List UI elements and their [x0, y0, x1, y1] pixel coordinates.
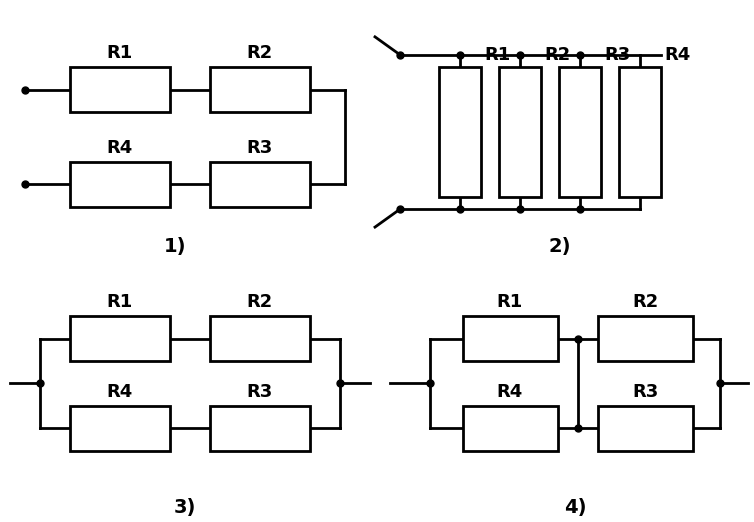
Bar: [619, 67, 661, 197]
Bar: [70, 162, 170, 207]
Text: R3: R3: [247, 383, 273, 401]
Text: R4: R4: [497, 383, 523, 401]
Text: 3): 3): [174, 498, 196, 517]
Text: 2): 2): [549, 237, 572, 256]
Text: R3: R3: [632, 383, 658, 401]
Bar: [462, 406, 557, 450]
Bar: [597, 316, 692, 361]
Text: R2: R2: [632, 293, 658, 311]
Bar: [439, 67, 481, 197]
Text: R2: R2: [247, 293, 273, 311]
Text: R3: R3: [247, 139, 273, 157]
Text: R1: R1: [497, 293, 523, 311]
Bar: [559, 67, 601, 197]
Text: R2: R2: [544, 46, 570, 64]
Bar: [499, 67, 541, 197]
Bar: [210, 162, 310, 207]
Bar: [70, 406, 170, 450]
Bar: [597, 406, 692, 450]
Text: R1: R1: [107, 293, 133, 311]
Text: R1: R1: [484, 46, 510, 64]
Text: R4: R4: [664, 46, 690, 64]
Text: 1): 1): [164, 237, 186, 256]
Bar: [70, 316, 170, 361]
Text: R4: R4: [107, 383, 133, 401]
Text: 4): 4): [564, 498, 587, 517]
Bar: [70, 67, 170, 112]
Text: R3: R3: [604, 46, 630, 64]
Text: R1: R1: [107, 44, 133, 62]
Bar: [210, 406, 310, 450]
Bar: [210, 316, 310, 361]
Text: R2: R2: [247, 44, 273, 62]
Text: R4: R4: [107, 139, 133, 157]
Bar: [462, 316, 557, 361]
Bar: [210, 67, 310, 112]
